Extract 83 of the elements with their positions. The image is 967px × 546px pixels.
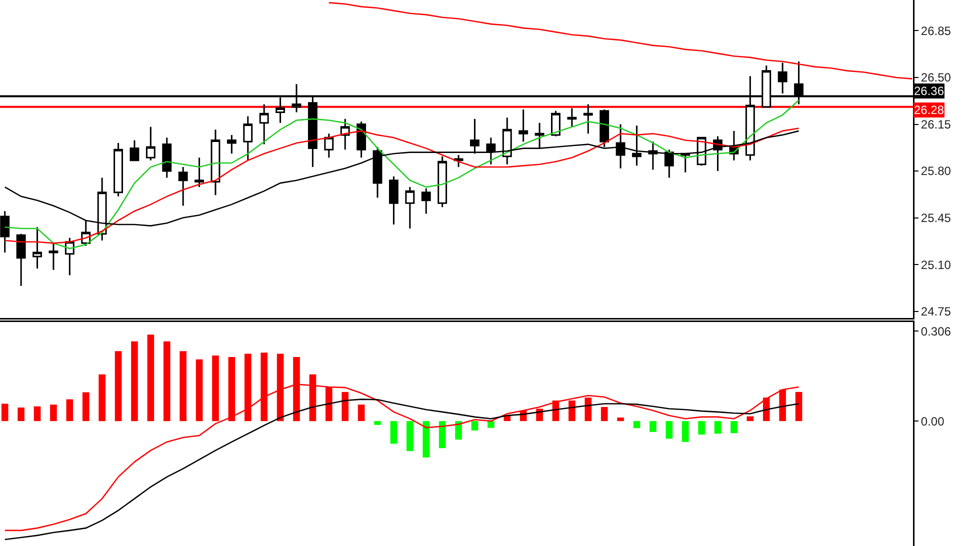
y-tick-label: 25.10 — [920, 258, 952, 272]
candlestick — [130, 140, 140, 162]
candlestick — [64, 237, 74, 276]
candlestick — [583, 103, 593, 134]
line-series — [328, 2, 913, 80]
line-series — [4, 128, 800, 244]
bar — [714, 421, 722, 434]
candlestick — [226, 134, 236, 154]
candlestick — [243, 115, 253, 162]
bar — [50, 404, 57, 422]
bar — [406, 421, 414, 452]
bar — [326, 386, 332, 422]
candlestick — [356, 120, 366, 158]
candlestick — [518, 108, 528, 142]
ref-line-label: 26.36 — [914, 84, 944, 98]
bar — [795, 392, 802, 422]
y-tick-label: 24.75 — [920, 304, 952, 319]
y-tick-label: 0.00 — [920, 414, 945, 428]
line-series — [4, 398, 800, 540]
bar — [568, 400, 576, 422]
bar — [34, 406, 41, 422]
candlestick — [32, 226, 42, 270]
bar — [342, 392, 349, 422]
candlestick — [421, 188, 431, 215]
candlestick — [405, 186, 415, 230]
candlestick — [438, 156, 448, 208]
candlestick — [162, 136, 172, 178]
candlestick — [486, 136, 496, 166]
bar — [422, 421, 430, 458]
candlestick — [194, 156, 204, 188]
y-tick-label: 0.306 — [920, 324, 952, 338]
bar — [131, 341, 138, 422]
bar — [98, 374, 106, 422]
candlestick — [551, 110, 560, 138]
y-tick-label: 25.80 — [920, 164, 952, 178]
bar — [66, 399, 74, 422]
ref-line-label: 26.28 — [914, 103, 944, 117]
y-tick-label: 26.15 — [920, 117, 952, 132]
candlestick — [210, 128, 220, 196]
bar — [762, 398, 770, 422]
bar — [438, 421, 446, 448]
bar — [584, 398, 592, 422]
bar — [730, 421, 738, 434]
candlestick — [16, 233, 26, 287]
candlestick — [389, 176, 398, 226]
bar — [1, 404, 8, 422]
candlestick — [372, 146, 382, 198]
bar — [600, 406, 608, 422]
candlestick — [664, 148, 674, 178]
candlestick — [0, 210, 10, 254]
candlestick — [259, 103, 269, 146]
candlestick — [567, 107, 577, 128]
y-tick-label: 26.50 — [920, 70, 952, 85]
candlestick — [48, 242, 58, 271]
bar — [82, 392, 90, 422]
bar — [666, 421, 673, 439]
y-tick-label: 25.45 — [920, 210, 952, 225]
bar — [180, 351, 186, 422]
bar — [488, 421, 494, 428]
bar — [358, 404, 365, 422]
y-tick-label: 26.85 — [920, 24, 952, 38]
bar — [698, 421, 705, 435]
bar — [650, 421, 656, 432]
bar — [471, 421, 478, 430]
bar — [374, 421, 381, 425]
bar — [633, 421, 640, 428]
candlestick — [178, 166, 188, 207]
bar — [455, 421, 462, 440]
bar — [390, 421, 398, 444]
candlestick — [340, 118, 350, 150]
bar — [682, 421, 689, 442]
candlestick — [114, 142, 123, 198]
candlestick — [146, 126, 156, 162]
bar — [18, 408, 24, 422]
bar — [746, 416, 754, 422]
line-series — [4, 100, 800, 250]
bar — [196, 359, 203, 422]
bar — [147, 334, 154, 422]
candlestick — [324, 132, 334, 158]
bar — [779, 390, 786, 422]
bar — [163, 341, 170, 422]
bar — [617, 418, 624, 422]
bar — [114, 351, 122, 422]
